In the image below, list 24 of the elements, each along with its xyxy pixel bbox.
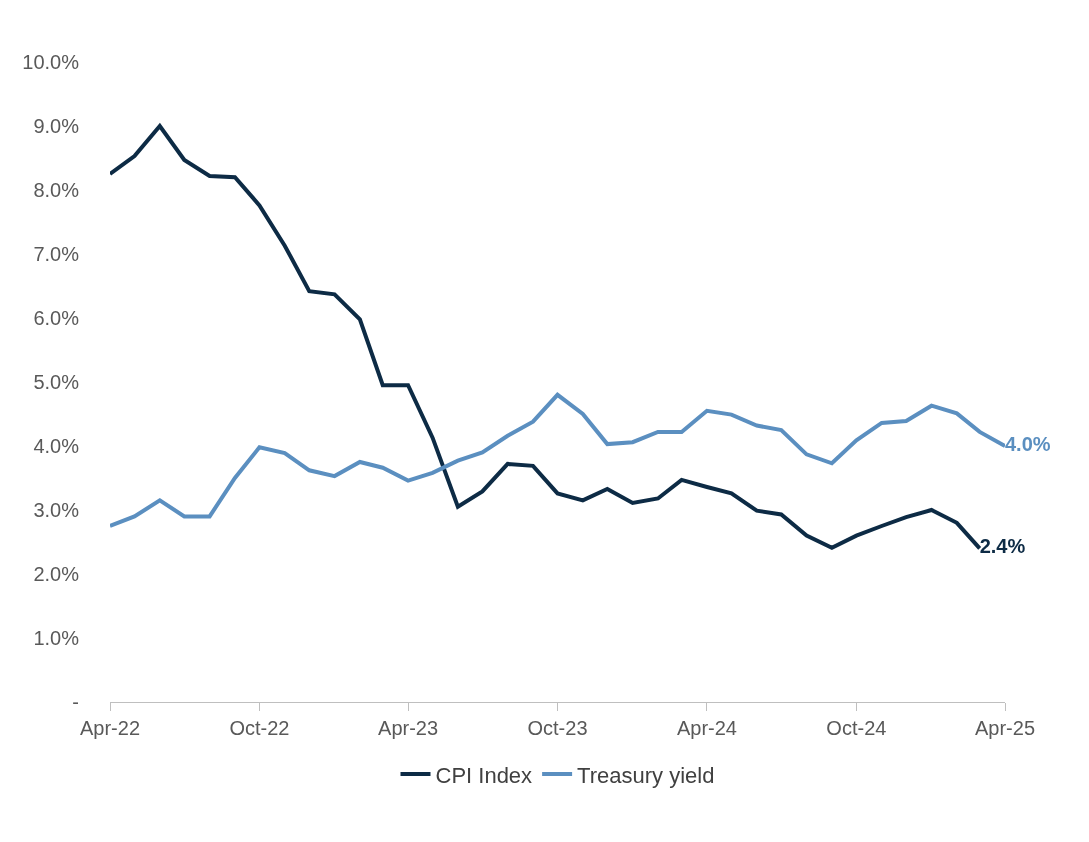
y-tick-label: 1.0% bbox=[33, 627, 80, 649]
legend-label: CPI Index bbox=[435, 762, 533, 788]
y-tick-label: 7.0% bbox=[33, 243, 80, 265]
y-tick-label: 8.0% bbox=[33, 179, 80, 201]
line-series bbox=[110, 124, 982, 551]
x-tick-label: Apr-24 bbox=[676, 717, 737, 739]
y-tick-label: 6.0% bbox=[33, 307, 80, 329]
y-tick-label: 9.0% bbox=[33, 115, 80, 137]
x-tick-label: Oct-22 bbox=[229, 717, 290, 739]
y-tick-label: - bbox=[72, 691, 79, 713]
y-tick-label: 4.0% bbox=[33, 435, 80, 457]
x-tick-label: Apr-22 bbox=[79, 717, 141, 739]
y-tick-label: 10.0% bbox=[22, 51, 80, 73]
x-tick-label: Oct-23 bbox=[527, 717, 588, 739]
y-tick-label: 5.0% bbox=[33, 371, 80, 393]
data-label: 4.0% bbox=[1005, 433, 1051, 455]
y-tick-label: 3.0% bbox=[33, 499, 80, 521]
x-tick-label: Apr-25 bbox=[974, 717, 1036, 739]
legend-label: Treasury yield bbox=[577, 762, 715, 788]
y-tick-label: 2.0% bbox=[33, 563, 80, 585]
x-tick-label: Apr-23 bbox=[378, 717, 439, 739]
x-tick-label: Oct-24 bbox=[826, 717, 887, 739]
line-series bbox=[110, 392, 1005, 528]
data-label: 2.4% bbox=[979, 535, 1026, 558]
